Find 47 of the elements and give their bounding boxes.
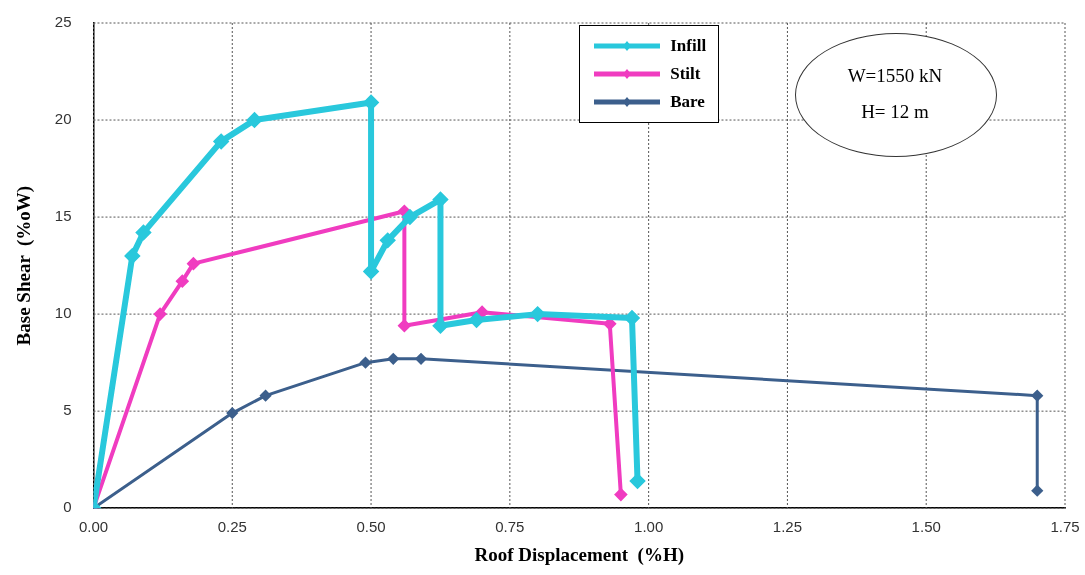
x-axis-title: Roof Displacement (%H) — [474, 543, 684, 566]
point — [187, 257, 200, 270]
point — [214, 134, 229, 149]
point — [530, 307, 545, 322]
x-tick-label: 0.75 — [495, 518, 525, 536]
point — [387, 353, 399, 365]
point — [136, 225, 151, 240]
y-tick-label: 25 — [54, 13, 72, 31]
y-axis-title: Base Shear (%oW) — [13, 185, 36, 346]
point — [1031, 390, 1043, 402]
y-tick-label: 0 — [63, 498, 72, 516]
point — [402, 210, 417, 225]
point — [398, 319, 411, 332]
point — [433, 192, 448, 207]
annotation: W=1550 kN — [847, 65, 943, 87]
point — [380, 233, 395, 248]
y-tick-label: 20 — [54, 110, 72, 128]
legend-label: Bare — [670, 92, 705, 112]
point — [415, 353, 427, 365]
point — [247, 113, 262, 128]
point — [624, 311, 639, 325]
point — [364, 264, 379, 279]
point — [364, 95, 379, 110]
x-tick-label: 0.25 — [217, 518, 247, 536]
y-tick-label: 15 — [54, 207, 72, 225]
x-tick-label: 0.00 — [78, 518, 109, 536]
y-tick-label: 10 — [54, 304, 72, 322]
x-tick-label: 1.75 — [1050, 518, 1080, 536]
x-tick-label: 1.50 — [911, 518, 941, 536]
point — [260, 390, 272, 402]
point — [630, 474, 645, 489]
annotation: H= 12 m — [861, 101, 929, 123]
point — [433, 318, 448, 333]
legend-label: Infill — [670, 36, 707, 56]
point — [1031, 485, 1043, 497]
point — [176, 275, 189, 288]
legend-label: Stilt — [670, 64, 701, 84]
x-tick-label: 0.50 — [356, 518, 386, 536]
point — [360, 357, 372, 369]
point — [614, 488, 627, 501]
x-tick-label: 1.25 — [772, 518, 803, 536]
point — [154, 308, 167, 321]
point — [226, 407, 238, 419]
x-tick-label: 1.00 — [634, 518, 664, 536]
y-tick-label: 5 — [63, 401, 72, 419]
point — [469, 312, 484, 327]
point — [125, 248, 140, 263]
